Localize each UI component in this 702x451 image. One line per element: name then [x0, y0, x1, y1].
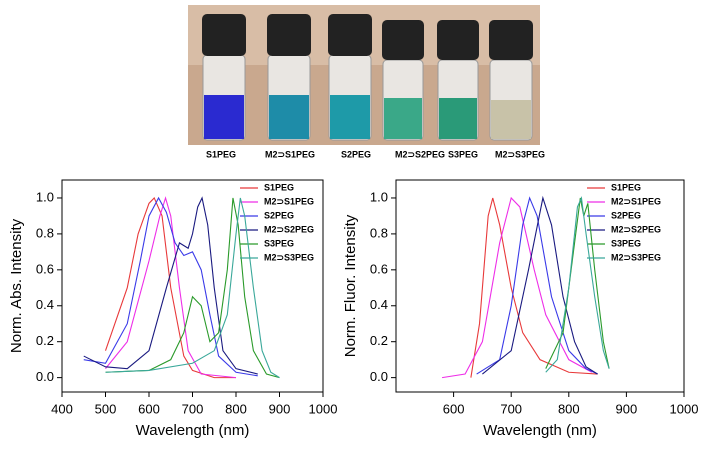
y-tick-label: 0.8	[36, 225, 54, 240]
x-tick-label: 500	[95, 401, 117, 416]
spectrum-line	[476, 196, 598, 375]
y-tick-label: 0.4	[36, 297, 54, 312]
spectrum-line	[83, 196, 258, 375]
photo-label: M2⊃S3PEG	[495, 149, 545, 159]
spectrum-line	[470, 197, 598, 378]
legend-label: S2PEG	[264, 210, 294, 220]
x-tick-label: 800	[558, 401, 580, 416]
spectrum-line	[441, 196, 593, 379]
photo-label: S3PEG	[448, 149, 478, 159]
legend-label: S1PEG	[611, 182, 641, 192]
vial-photo	[188, 5, 540, 145]
y-tick-label: 1.0	[370, 189, 388, 204]
spectrum-line	[545, 197, 610, 369]
x-tick-label: 900	[616, 401, 638, 416]
x-tick-label: 700	[500, 401, 522, 416]
photo-label: S1PEG	[206, 149, 236, 159]
legend-label: S2PEG	[611, 210, 641, 220]
y-tick-label: 0.6	[370, 261, 388, 276]
y-axis-label: Norm. Abs. Intensity	[8, 218, 25, 353]
y-tick-label: 0.0	[36, 369, 54, 384]
x-tick-label: 900	[269, 401, 291, 416]
legend-label: S1PEG	[264, 182, 294, 192]
legend-label: S3PEG	[611, 238, 641, 248]
y-tick-label: 0.6	[36, 261, 54, 276]
spectrum-line	[105, 197, 280, 379]
x-tick-label: 600	[443, 401, 465, 416]
legend-label: S3PEG	[264, 238, 294, 248]
y-tick-label: 0.4	[370, 297, 388, 312]
y-axis-label: Norm. Fluor. Intensity	[342, 214, 359, 357]
spectrum-line	[482, 195, 598, 375]
spectrum-line	[104, 196, 236, 379]
x-axis-label: Wavelength (nm)	[483, 422, 597, 439]
spectrum-line	[105, 197, 280, 379]
legend-label: M2⊃S3PEG	[264, 252, 314, 262]
x-tick-label: 700	[182, 401, 204, 416]
x-tick-label: 1000	[309, 401, 338, 416]
y-tick-label: 0.0	[370, 369, 388, 384]
legend-label: M2⊃S1PEG	[611, 196, 661, 206]
photo-label: M2⊃S2PEG	[395, 149, 445, 159]
y-tick-label: 0.8	[370, 225, 388, 240]
x-tick-label: 600	[138, 401, 160, 416]
x-tick-label: 800	[225, 401, 247, 416]
legend-label: M2⊃S2PEG	[611, 224, 661, 234]
photo-label: S2PEG	[341, 149, 371, 159]
legend-label: M2⊃S1PEG	[264, 196, 314, 206]
photo-label: M2⊃S1PEG	[265, 149, 315, 159]
x-tick-label: 1000	[670, 401, 699, 416]
y-tick-label: 0.2	[36, 333, 54, 348]
legend-label: M2⊃S2PEG	[264, 224, 314, 234]
legend-label: M2⊃S3PEG	[611, 252, 661, 262]
x-axis-label: Wavelength (nm)	[136, 422, 250, 439]
plot-frame	[395, 179, 685, 393]
spectrum-line	[83, 196, 258, 377]
y-tick-label: 1.0	[36, 189, 54, 204]
x-tick-label: 400	[51, 401, 73, 416]
y-tick-label: 0.2	[370, 333, 388, 348]
spectrum-line	[545, 195, 610, 373]
